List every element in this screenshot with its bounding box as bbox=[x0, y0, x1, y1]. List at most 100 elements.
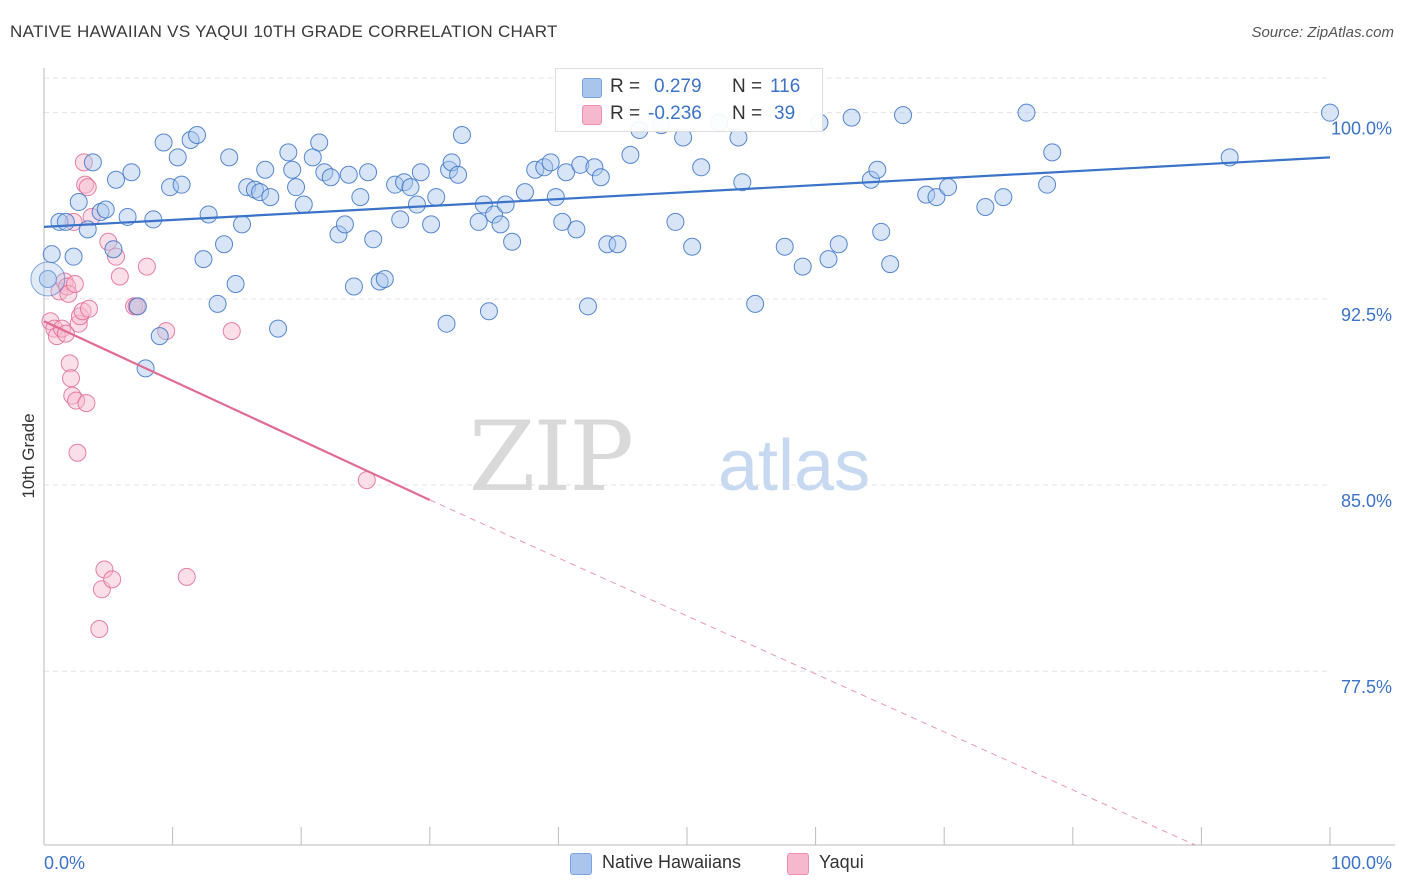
native-hawaiian-point bbox=[226, 274, 245, 293]
pink-swatch bbox=[787, 853, 809, 875]
native-hawaiian-point bbox=[107, 170, 126, 189]
native-hawaiian-point bbox=[666, 212, 685, 231]
yaqui-point bbox=[68, 443, 87, 462]
trend-lines bbox=[43, 156, 1331, 846]
native-hawaiian-points bbox=[30, 103, 1339, 378]
native-hawaiian-point bbox=[976, 198, 995, 217]
native-hawaiian-point bbox=[335, 215, 354, 234]
yaqui-point bbox=[110, 267, 129, 286]
yaqui-point bbox=[65, 274, 84, 293]
chart-title: NATIVE HAWAIIAN VS YAQUI 10TH GRADE CORR… bbox=[10, 22, 558, 41]
native-hawaiian-point bbox=[91, 202, 110, 221]
native-hawaiian-point bbox=[437, 314, 456, 333]
native-hawaiian-point bbox=[411, 163, 430, 182]
legend-label: Native Hawaiians bbox=[602, 852, 742, 872]
native-hawaiian-point bbox=[829, 235, 848, 254]
y-tick-labels: 77.5% 85.0% 92.5% 100.0% bbox=[1331, 119, 1392, 698]
yaqui-trend-extension bbox=[429, 499, 1196, 846]
native-hawaiian-point bbox=[746, 294, 765, 313]
native-hawaiian-point bbox=[344, 277, 363, 296]
x-tick-label-left: 0.0% bbox=[44, 853, 85, 873]
native-hawaiian-point bbox=[440, 160, 459, 179]
native-hawaiian-point bbox=[541, 153, 560, 172]
native-hawaiian-point bbox=[819, 250, 838, 269]
native-hawaiian-point bbox=[269, 319, 288, 338]
native-hawaiian-point-large bbox=[30, 261, 66, 297]
yaqui-point bbox=[77, 394, 96, 413]
native-hawaiian-point bbox=[154, 133, 173, 152]
native-hawaiian-point bbox=[321, 168, 340, 187]
native-hawaiian-point bbox=[861, 170, 880, 189]
native-hawaiian-point bbox=[994, 188, 1013, 207]
yaqui-point bbox=[59, 284, 78, 303]
n-value: 39 bbox=[774, 103, 796, 124]
native-hawaiian-point bbox=[585, 158, 604, 177]
native-hawaiian-point bbox=[215, 235, 234, 254]
native-hawaiian-point bbox=[793, 257, 812, 276]
native-hawaiian-point bbox=[733, 173, 752, 192]
y-axis-label: 10th Grade bbox=[19, 413, 38, 498]
r-value: -0.236 bbox=[648, 103, 702, 124]
native-hawaiian-point bbox=[199, 205, 218, 224]
yaqui-point bbox=[76, 175, 95, 194]
native-hawaiian-point bbox=[621, 145, 640, 164]
native-hawaiian-point bbox=[329, 225, 348, 244]
x-tick-label-right: 100.0% bbox=[1331, 853, 1392, 873]
native-hawaiian-point bbox=[567, 220, 586, 239]
native-hawaiian-point bbox=[401, 178, 420, 197]
native-hawaiian-point bbox=[144, 210, 163, 229]
y-tick-label: 85.0% bbox=[1341, 491, 1392, 511]
y-tick-label: 92.5% bbox=[1341, 305, 1392, 325]
native-hawaiian-point bbox=[578, 297, 597, 316]
native-hawaiian-point bbox=[370, 272, 389, 291]
native-hawaiian-point bbox=[571, 155, 590, 174]
native-hawaiian-point bbox=[1043, 143, 1062, 162]
native-hawaiian-point bbox=[452, 126, 471, 145]
native-hawaiian-point bbox=[56, 212, 75, 231]
native-hawaiian-point bbox=[294, 195, 313, 214]
native-hawaiian-point bbox=[1017, 103, 1036, 122]
native-hawaiian-point bbox=[1321, 103, 1339, 122]
native-hawaiian-point bbox=[842, 108, 861, 127]
watermark-zip: ZIP bbox=[469, 401, 632, 513]
yaqui-point bbox=[60, 354, 79, 373]
native-hawaiian-point bbox=[491, 215, 510, 234]
yaqui-point bbox=[67, 391, 86, 410]
yaqui-point bbox=[80, 299, 99, 318]
yaqui-point bbox=[71, 307, 90, 326]
native-hawaiian-point bbox=[168, 148, 187, 167]
native-hawaiian-point bbox=[339, 165, 358, 184]
native-hawaiian-point bbox=[351, 188, 370, 207]
yaqui-point bbox=[177, 567, 196, 586]
native-hawaiian-point bbox=[872, 222, 891, 241]
yaqui-point bbox=[90, 620, 109, 639]
native-hawaiian-point bbox=[479, 302, 498, 321]
native-hawaiian-point bbox=[591, 168, 610, 187]
stats-legend: R = 0.279 N = 116 R = -0.236 N = 39 bbox=[555, 68, 823, 132]
n-label: N = bbox=[732, 76, 763, 97]
native-hawaiian-point bbox=[427, 188, 446, 207]
native-hawaiian-point bbox=[364, 230, 383, 249]
native-hawaiian-point bbox=[251, 183, 270, 202]
native-hawaiian-point bbox=[208, 294, 227, 313]
native-hawaiian-point bbox=[104, 240, 123, 259]
native-hawaiian-point bbox=[310, 133, 329, 152]
r-label: R = bbox=[610, 76, 641, 97]
native-hawaiian-point bbox=[469, 212, 488, 231]
yaqui-point bbox=[222, 322, 241, 341]
yaqui-point bbox=[137, 257, 156, 276]
native-hawaiian-point bbox=[939, 178, 958, 197]
native-hawaiian-point bbox=[150, 327, 169, 346]
native-hawaiian-point bbox=[775, 237, 794, 256]
stats-row-native-hawaiians: R = 0.279 N = 116 bbox=[556, 74, 822, 100]
watermark-atlas: atlas bbox=[718, 426, 870, 506]
native-hawaiian-point bbox=[868, 160, 887, 179]
chart-source: Source: ZipAtlas.com bbox=[1251, 24, 1394, 41]
native-hawaiian-point bbox=[279, 143, 298, 162]
r-label: R = bbox=[610, 103, 641, 124]
native-hawaiian-point bbox=[553, 212, 572, 231]
native-hawaiian-point bbox=[287, 178, 306, 197]
native-hawaiian-point bbox=[38, 270, 57, 289]
yaqui-trend-line bbox=[43, 320, 431, 501]
